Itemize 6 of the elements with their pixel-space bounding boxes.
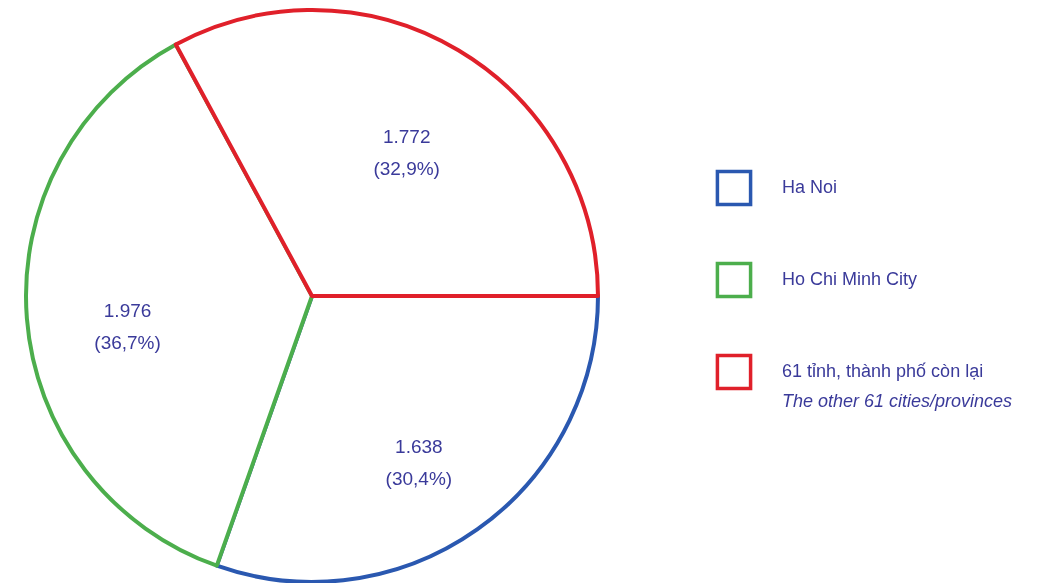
data-label: 1.772 (32,9%)	[373, 126, 440, 180]
legend-label: 61 tỉnh, thành phố còn lại The other 61 cities/provinces	[782, 361, 1013, 411]
legend-label: Ho Chi Minh City	[782, 269, 918, 289]
legend-label: Ha Noi	[782, 177, 838, 197]
data-label: 1.638 (30,4%)	[385, 436, 453, 490]
data-label: 1.976 (36,7%)	[94, 299, 161, 353]
